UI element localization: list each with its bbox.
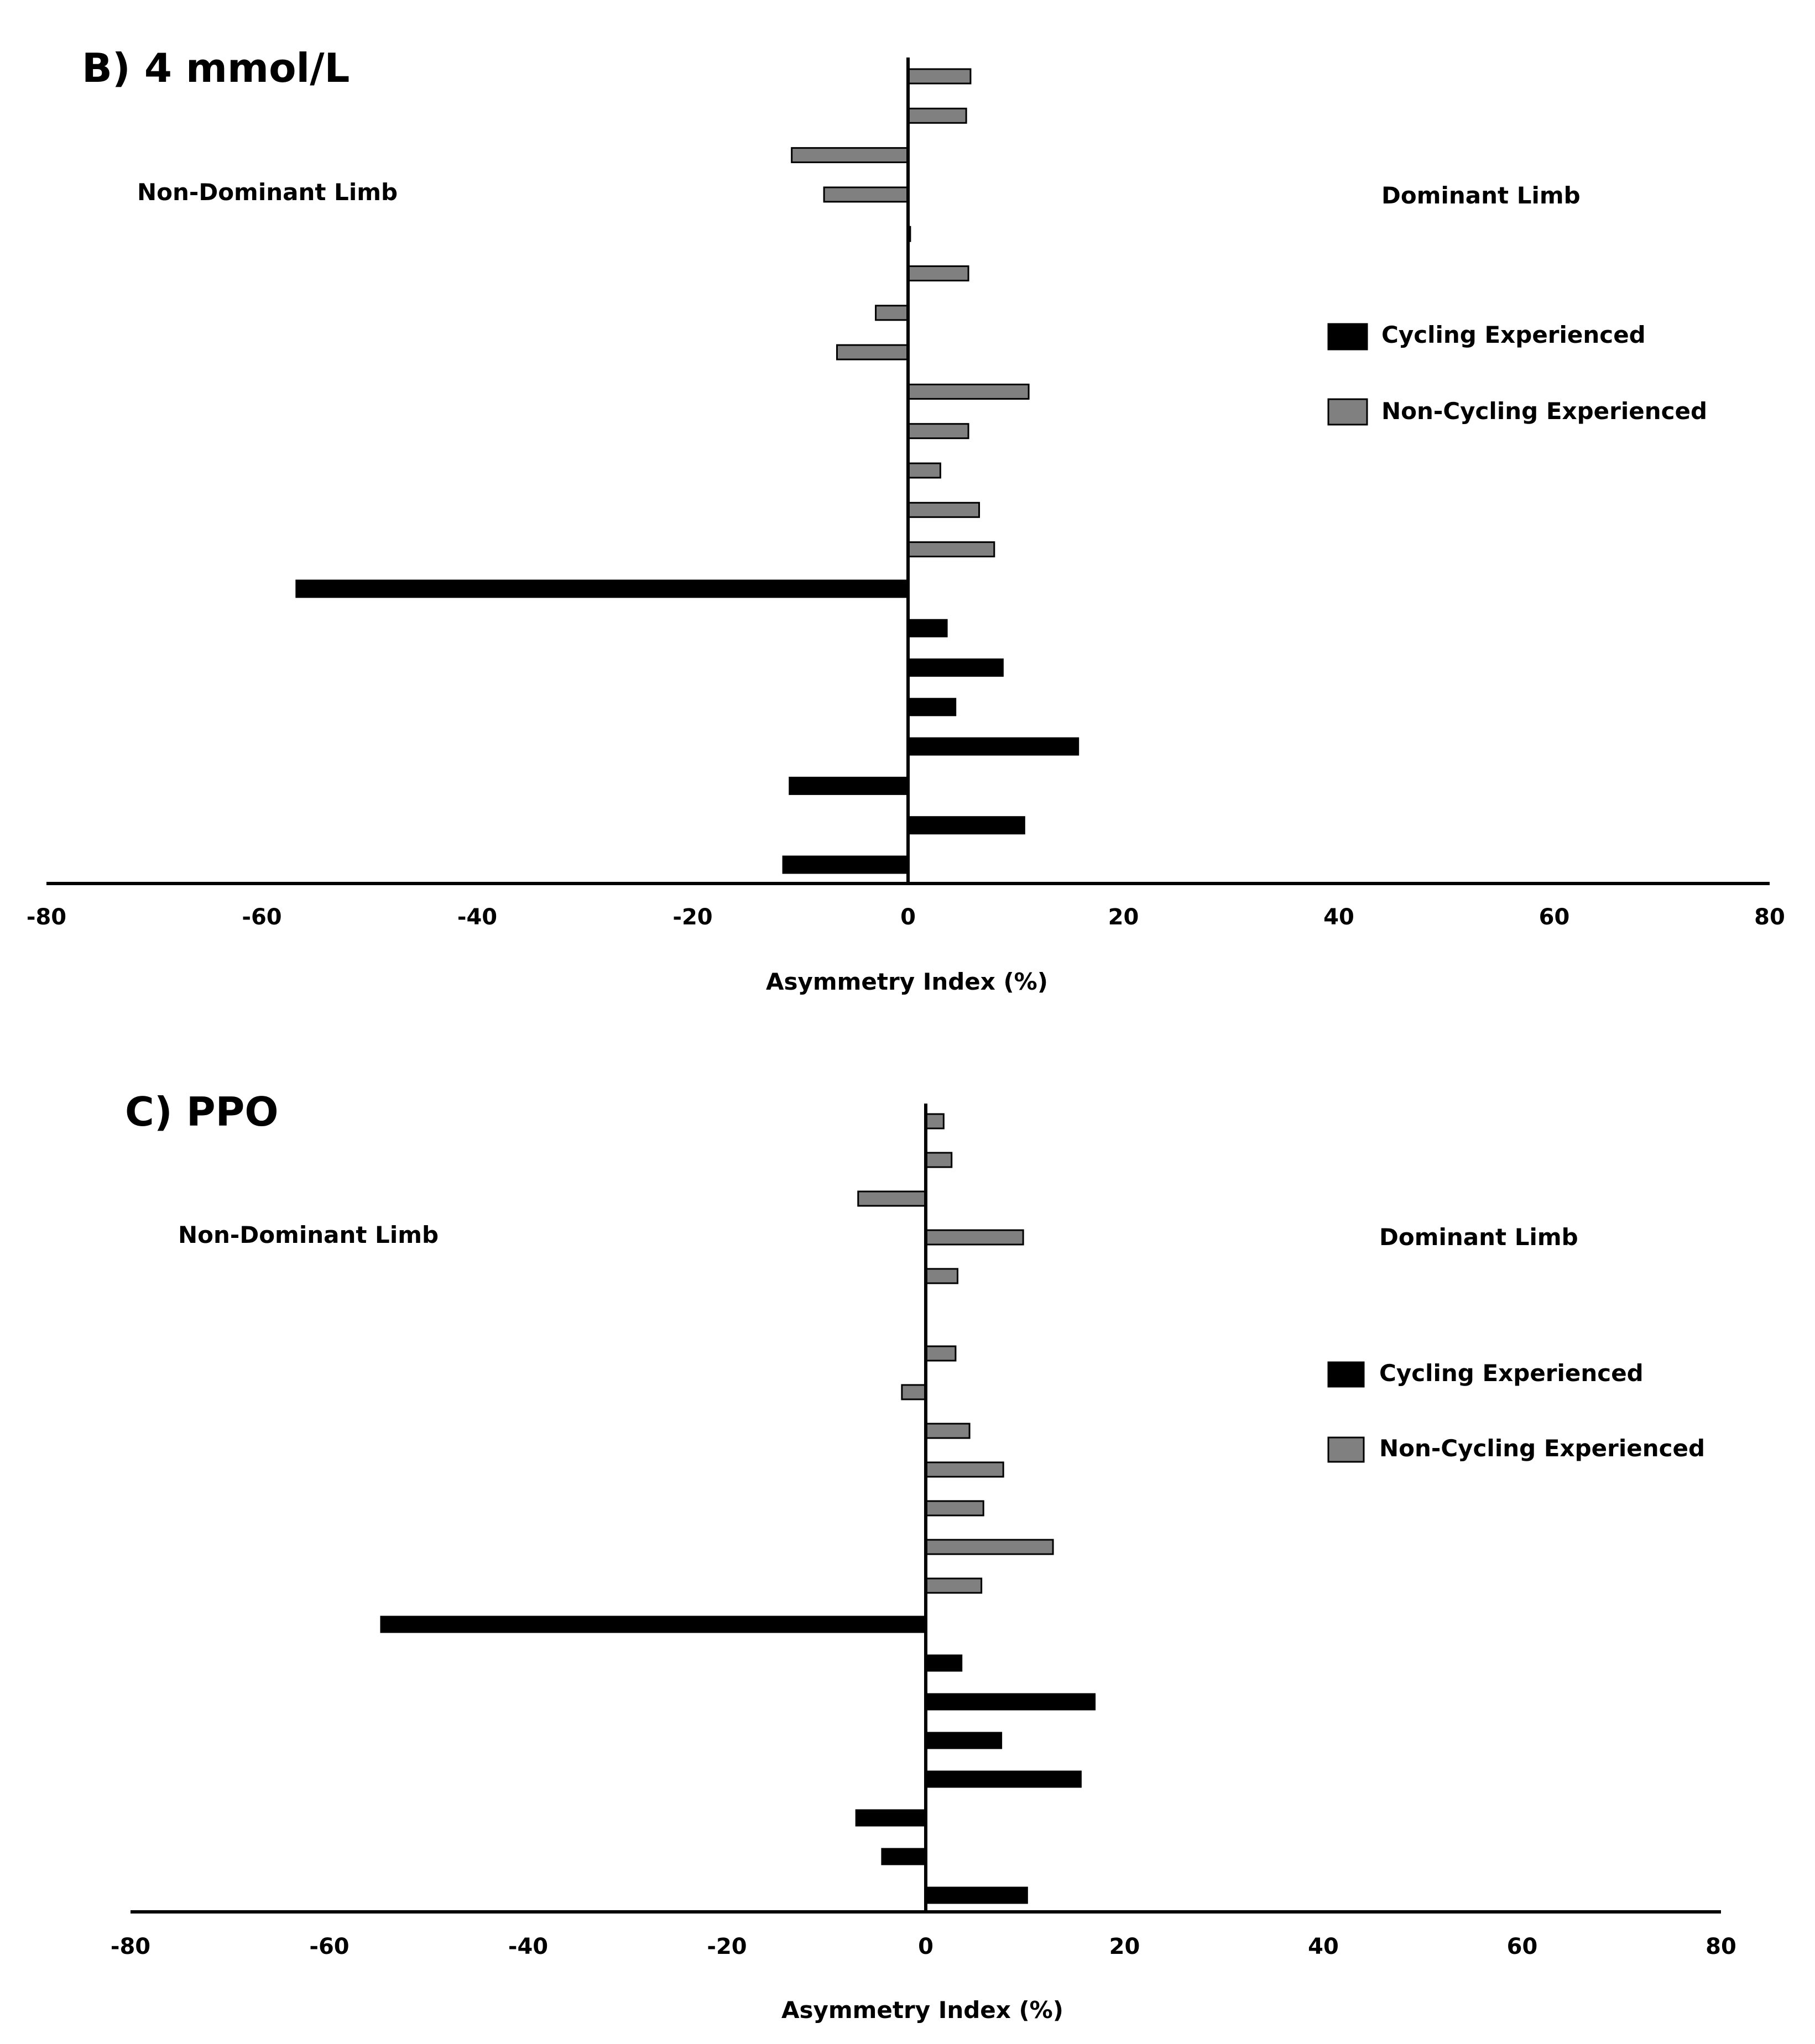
- bar-non-cycling: [907, 107, 967, 124]
- bar-non-cycling: [907, 383, 1030, 400]
- x-tick-label: 80: [1754, 905, 1785, 930]
- bar-non-cycling: [925, 1229, 1024, 1246]
- x-tick-label: -60: [309, 1934, 349, 1959]
- non-dominant-limb-label: Non-Dominant Limb: [137, 179, 398, 206]
- bar-cycling: [881, 1848, 927, 1865]
- legend-swatch-cycling: [1327, 323, 1368, 351]
- bar-cycling: [907, 816, 1025, 835]
- bar-cycling: [925, 1886, 1028, 1904]
- panel-ppo: C) PPO Non-Dominant Limb Dominant Limb C…: [111, 1089, 1736, 2024]
- bar-non-cycling: [901, 1384, 927, 1400]
- bar-cycling: [925, 1693, 1096, 1711]
- chart-title: C) PPO: [125, 1089, 279, 1135]
- legend-swatch-non-cycling: [1327, 1436, 1365, 1463]
- x-tick-label: 0: [900, 905, 916, 930]
- x-tick-label: 20: [1108, 905, 1139, 930]
- legend-label-non-cycling: Non-Cycling Experienced: [1381, 398, 1707, 425]
- bar-non-cycling: [857, 1190, 927, 1207]
- x-axis-label: Asymmetry Index (%): [781, 1996, 1063, 2024]
- bar-non-cycling: [925, 1268, 959, 1284]
- legend-label-cycling: Cycling Experienced: [1381, 321, 1646, 348]
- x-tick-label: -40: [457, 905, 497, 930]
- dominant-limb-label: Dominant Limb: [1381, 182, 1581, 209]
- bar-non-cycling: [836, 344, 909, 360]
- bar-non-cycling: [907, 265, 969, 281]
- x-tick-label: 40: [1308, 1934, 1339, 1959]
- legend-label-cycling: Cycling Experienced: [1379, 1360, 1644, 1387]
- bar-non-cycling: [925, 1461, 1004, 1478]
- bar-cycling: [925, 1770, 1082, 1788]
- x-tick-label: -20: [707, 1934, 747, 1959]
- x-tick-label: 20: [1109, 1934, 1140, 1959]
- dominant-limb-label: Dominant Limb: [1379, 1224, 1578, 1251]
- bar-non-cycling: [907, 541, 995, 558]
- x-tick-label: -80: [27, 905, 66, 930]
- bar-non-cycling: [875, 305, 909, 321]
- bar-non-cycling: [925, 1113, 945, 1130]
- bar-non-cycling: [791, 147, 909, 164]
- chart-title: B) 4 mmol/L: [82, 45, 350, 91]
- non-dominant-limb-label: Non-Dominant Limb: [178, 1221, 439, 1248]
- x-tick-label: -80: [111, 1934, 150, 1959]
- bar-cycling: [782, 855, 909, 874]
- bar-cycling: [907, 619, 948, 637]
- bar-cycling: [925, 1732, 1003, 1749]
- x-tick-label: -60: [242, 905, 281, 930]
- bar-non-cycling: [925, 1500, 984, 1517]
- x-tick-label: -40: [508, 1934, 548, 1959]
- bar-cycling: [925, 1654, 963, 1672]
- x-tick-label: 60: [1507, 1934, 1538, 1959]
- bar-non-cycling: [907, 423, 969, 440]
- x-axis-label: Asymmetry Index (%): [766, 968, 1048, 995]
- bar-non-cycling: [907, 462, 941, 479]
- x-tick-label: 80: [1706, 1934, 1736, 1959]
- legend-swatch-non-cycling: [1327, 398, 1368, 426]
- bar-cycling: [295, 579, 909, 598]
- bar-cycling: [907, 698, 957, 717]
- bar-non-cycling: [907, 501, 980, 518]
- bar-non-cycling: [925, 1423, 971, 1439]
- bar-cycling: [907, 737, 1079, 756]
- bar-non-cycling: [925, 1577, 983, 1594]
- legend-label-non-cycling: Non-Cycling Experienced: [1379, 1435, 1705, 1462]
- bar-non-cycling: [925, 1152, 953, 1168]
- bar-non-cycling: [907, 68, 972, 85]
- x-tick-label: 0: [918, 1934, 933, 1959]
- bar-non-cycling: [925, 1539, 1054, 1555]
- x-tick-label: -20: [672, 905, 712, 930]
- legend-swatch-cycling: [1327, 1361, 1365, 1388]
- bar-cycling: [789, 776, 909, 795]
- bar-non-cycling: [925, 1345, 957, 1362]
- panel-4-mmol: B) 4 mmol/L Non-Dominant Limb Dominant L…: [27, 45, 1785, 995]
- x-tick-label: 40: [1323, 905, 1354, 930]
- bar-cycling: [380, 1616, 927, 1633]
- bar-non-cycling: [823, 186, 909, 203]
- x-tick-label: 60: [1539, 905, 1570, 930]
- bar-cycling: [855, 1809, 927, 1827]
- bar-cycling: [907, 658, 1004, 677]
